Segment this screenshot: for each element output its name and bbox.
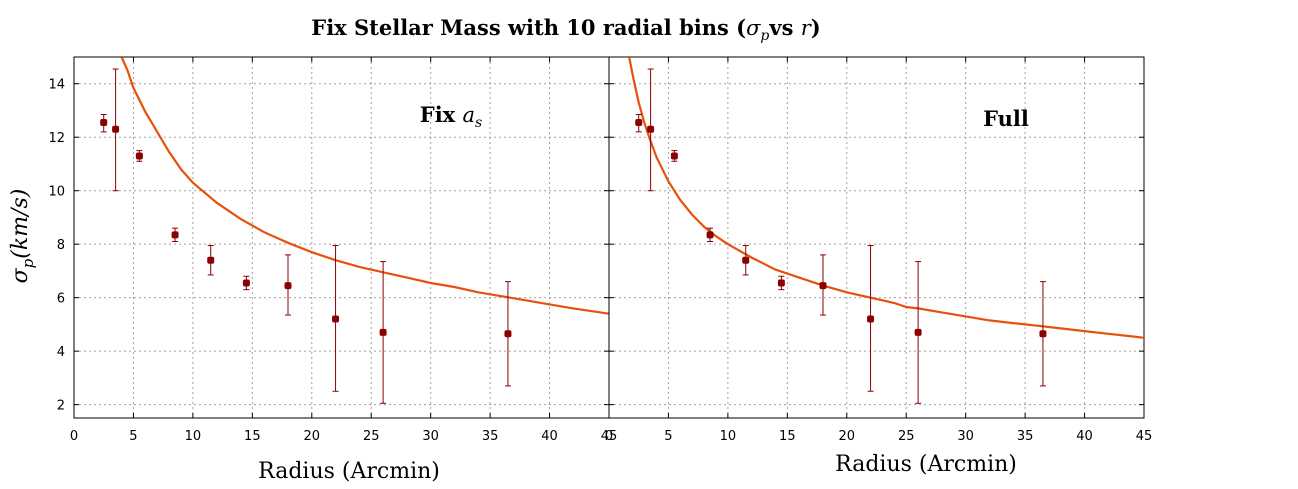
plot-frame <box>73 56 610 419</box>
data-point <box>867 315 875 323</box>
y-tick-label: 10 <box>48 185 65 200</box>
x-tick-label: 20 <box>304 429 321 444</box>
y-tick-label: 2 <box>57 399 65 414</box>
x-tick-label: 0 <box>605 429 613 444</box>
x-tick-label: 0 <box>70 429 78 444</box>
annotation-full: Full <box>983 106 1029 131</box>
x-tick-label: 45 <box>601 429 618 444</box>
y-tick-label: 4 <box>57 345 65 360</box>
x-tick-label: 10 <box>185 429 202 444</box>
x-tick-label: 30 <box>422 429 439 444</box>
model-curve <box>120 57 609 315</box>
plot-frame <box>608 56 1145 419</box>
data-point <box>379 328 387 336</box>
data-point <box>742 256 750 264</box>
annotation-fix-as: Fix as <box>420 102 482 131</box>
x-tick-label: 25 <box>898 429 915 444</box>
data-point <box>284 282 292 290</box>
data-point <box>647 125 655 133</box>
y-tick-label: 8 <box>57 238 65 253</box>
data-point <box>242 279 250 287</box>
x-tick-label: 30 <box>957 429 974 444</box>
panel-full: 0 5 10 15 20 25 30 35 40 45 <box>605 56 1153 444</box>
x-tick-label: 35 <box>482 429 499 444</box>
data-point <box>670 152 678 160</box>
data-point <box>135 152 143 160</box>
figure-title: Fix Stellar Mass with 10 radial bins (σp… <box>311 15 820 44</box>
data-point <box>1039 330 1047 338</box>
data-point <box>706 231 714 239</box>
x-tick-label: 45 <box>1136 429 1153 444</box>
x-axis-label-right: Radius (Arcmin) <box>835 452 1017 477</box>
x-tick-label: 25 <box>363 429 380 444</box>
data-point <box>819 282 827 290</box>
data-point <box>112 125 120 133</box>
y-axis-label: σp(km/s) <box>8 189 37 284</box>
data-point <box>504 330 512 338</box>
data-point <box>777 279 785 287</box>
x-tick-label: 20 <box>839 429 856 444</box>
x-tick-label: 40 <box>1076 429 1093 444</box>
x-tick-label: 15 <box>779 429 796 444</box>
data-point <box>332 315 340 323</box>
model-curve <box>628 57 1144 339</box>
y-tick-label: 6 <box>57 292 65 307</box>
x-axis-label-left: Radius (Arcmin) <box>258 459 440 484</box>
x-tick-label: 5 <box>129 429 137 444</box>
data-point <box>635 119 643 127</box>
data-point <box>171 231 179 239</box>
y-tick-label: 12 <box>48 131 65 146</box>
x-tick-label: 10 <box>720 429 737 444</box>
y-tick-label: 14 <box>48 78 65 93</box>
x-tick-label: 5 <box>664 429 672 444</box>
data-point <box>100 119 108 127</box>
x-tick-label: 15 <box>244 429 261 444</box>
x-tick-label: 40 <box>541 429 558 444</box>
data-point <box>207 256 215 264</box>
x-tick-label: 35 <box>1017 429 1034 444</box>
data-point <box>914 328 922 336</box>
panel-fix-as: 0 5 10 15 20 25 30 35 40 45 2 4 6 8 10 12 14 <box>48 56 618 444</box>
